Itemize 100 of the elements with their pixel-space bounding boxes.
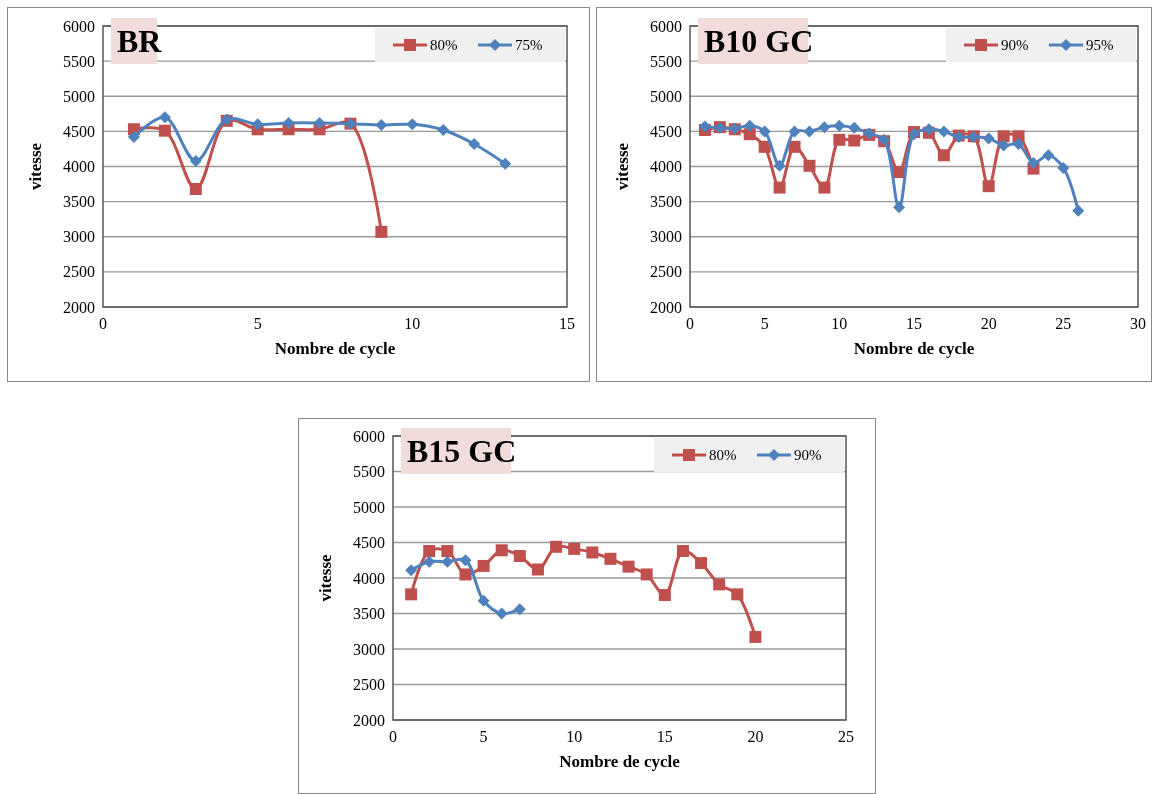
legend-label: 80% [709,447,737,464]
y-tick-label: 5000 [353,498,385,516]
point [468,138,481,151]
point [788,125,801,138]
y-tick-label: 2500 [650,263,682,281]
point [1012,138,1025,151]
x-tick-label: 15 [559,315,575,332]
x-tick-label: 5 [479,728,488,745]
point [743,119,756,132]
x-tick-label: 10 [404,315,421,332]
y-tick-label: 5500 [353,463,385,481]
x-tick-label: 25 [1055,315,1072,332]
y-tick-label: 3500 [353,605,385,623]
y-tick-label: 3000 [63,228,95,246]
point [997,139,1010,152]
point [189,154,202,167]
legend-label: 80% [430,37,458,54]
point [282,116,295,129]
y-tick-label: 2500 [63,263,95,281]
point [127,131,140,143]
point [568,542,581,555]
point [405,588,418,601]
chart-title: B15 GC [407,433,517,469]
point [622,560,635,573]
point [773,181,786,194]
point [758,125,771,138]
x-tick-label: 10 [566,728,583,745]
y-axis-title: vitesse [316,553,335,602]
point [803,125,816,138]
point [441,545,454,558]
point [441,555,454,568]
y-tick-label: 5000 [650,87,682,105]
point [833,133,846,146]
point [604,552,617,565]
point [713,578,726,591]
y-tick-label: 2500 [353,676,385,694]
y-tick-label: 4000 [650,158,682,176]
legend-label: 75% [515,37,543,54]
point [982,180,995,193]
y-axis-title: vitesse [26,142,45,191]
x-tick-label: 20 [747,728,764,745]
x-tick-label: 0 [99,315,107,332]
point [406,118,419,131]
x-tick-label: 15 [906,315,922,332]
point [658,589,671,602]
point [749,630,762,643]
y-tick-label: 3000 [353,640,385,658]
point [423,555,436,568]
point [676,545,689,558]
y-tick-label: 3500 [650,193,682,211]
y-tick-label: 4000 [63,158,95,176]
x-axis-title: Nombre de cycle [559,752,681,771]
x-axis-title: Nombre de cycle [853,339,975,358]
y-tick-label: 6000 [650,17,682,35]
x-tick-label: 20 [980,315,997,332]
x-tick-label: 5 [253,315,262,332]
x-tick-label: 25 [838,728,854,745]
point [937,149,950,162]
legend-label: 95% [1086,37,1114,54]
point [788,140,801,153]
point [477,559,490,572]
point [848,134,861,147]
legend-label: 90% [794,447,822,464]
chart-title: B10 GC [704,23,814,59]
point [459,568,472,581]
point [818,121,831,134]
point [189,182,202,195]
point [818,181,831,194]
point [531,563,544,576]
x-tick-label: 5 [760,315,769,332]
y-tick-label: 6000 [353,427,385,445]
y-tick-label: 4500 [353,534,385,552]
point [833,119,846,132]
y-tick-label: 4500 [650,122,682,140]
point [640,568,653,581]
y-tick-label: 3500 [63,193,95,211]
point [423,545,436,558]
point [1072,204,1085,217]
point [158,124,171,137]
point [499,157,512,170]
point [513,603,526,616]
point [937,125,950,138]
legend-label: 90% [1001,37,1029,54]
y-tick-label: 6000 [63,17,95,35]
point [848,121,861,134]
y-axis-title: vitesse [613,142,632,191]
point [459,554,472,567]
y-tick-label: 4000 [353,569,385,587]
y-tick-label: 5000 [63,87,95,105]
point [803,159,816,172]
x-tick-label: 15 [656,728,673,745]
point [313,116,326,129]
point [375,119,388,132]
point [893,201,906,214]
point [550,540,563,553]
y-tick-label: 5500 [650,52,682,70]
point [1057,161,1070,174]
point [1042,149,1055,162]
x-tick-label: 0 [686,315,694,332]
y-tick-label: 2000 [650,298,682,316]
